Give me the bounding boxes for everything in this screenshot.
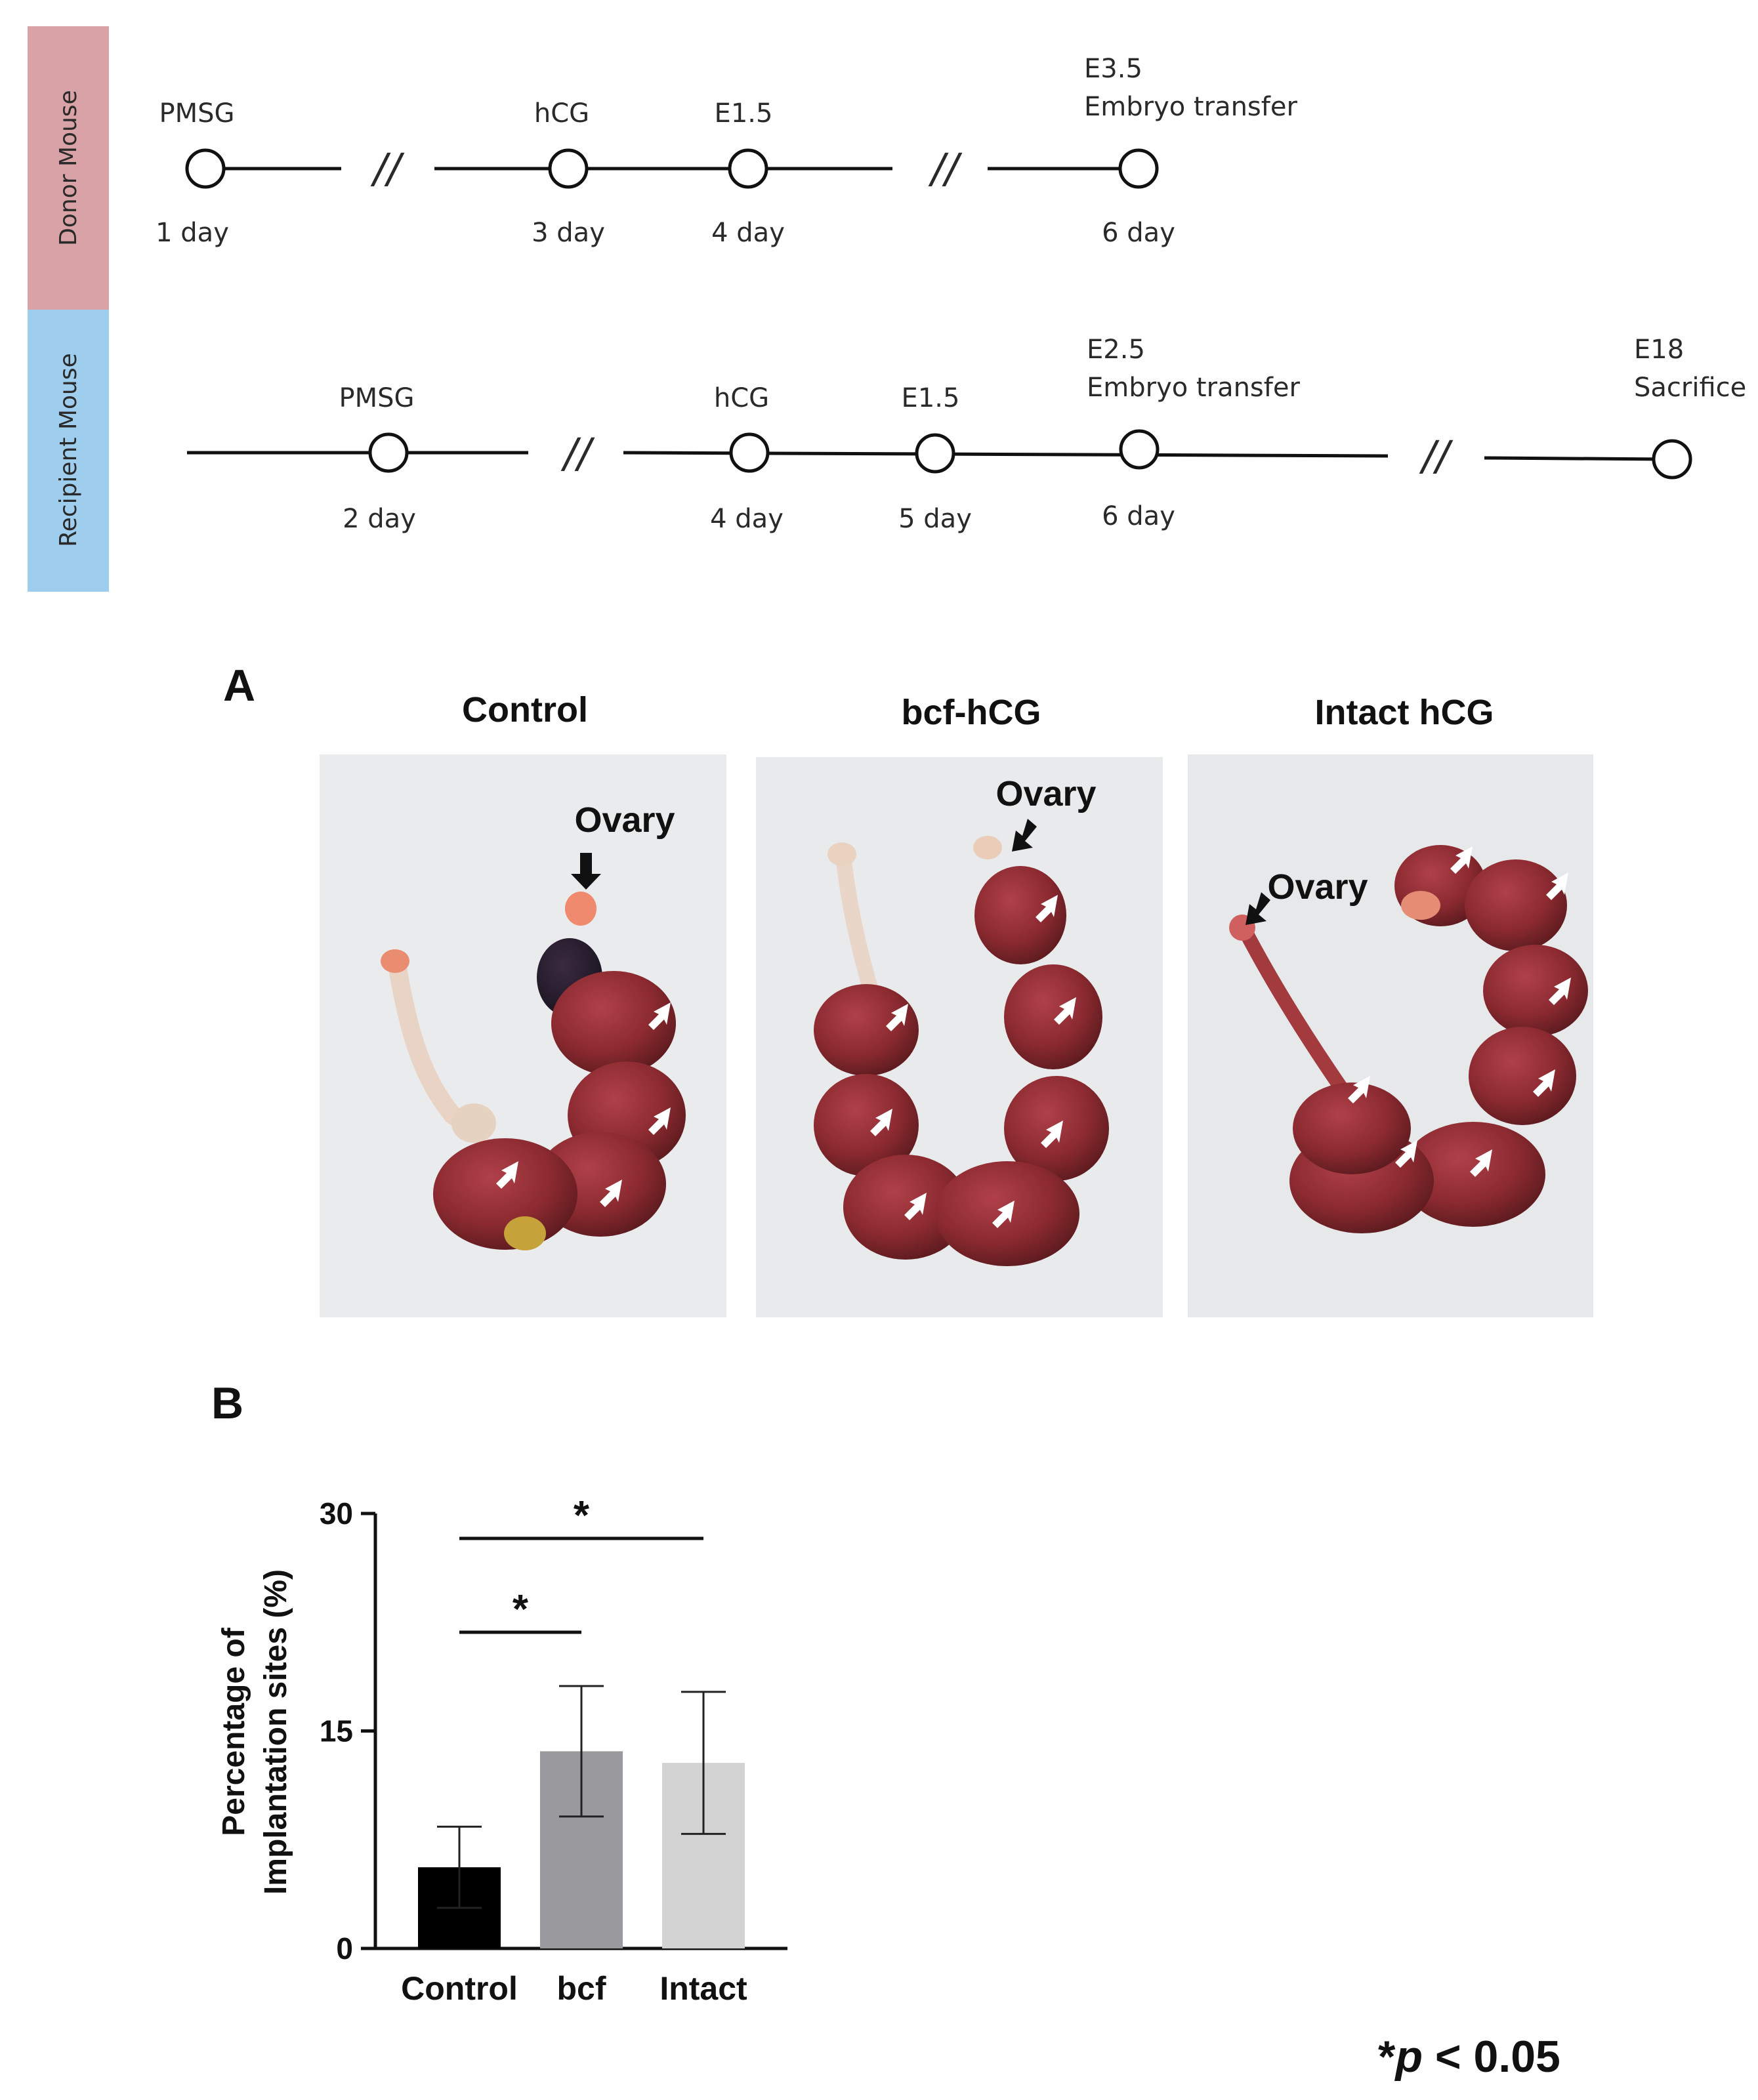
donor-top-pmsg: PMSG	[159, 98, 234, 129]
donor-node-hcg	[548, 148, 589, 189]
recipient-top-e25: E2.5	[1087, 335, 1145, 365]
photo-intact: Intact hCG Ovary	[1188, 693, 1593, 1317]
timeline: Donor Mouse Recipient Mouse // // PMSG 1…	[28, 26, 1746, 592]
recipient-side-label: Recipient Mouse	[55, 353, 82, 547]
donor-node-pmsg	[185, 148, 226, 189]
category-label: Control	[401, 1970, 518, 2007]
photo-control-title: Control	[462, 690, 588, 730]
donor-node-e35	[1118, 148, 1159, 189]
category-label: bcf	[557, 1970, 606, 2007]
photo-intact-title: Intact hCG	[1314, 693, 1494, 732]
panel-b-letter: B	[211, 1378, 243, 1428]
donor-node-e15	[728, 148, 768, 189]
donor-bottom-e35: 6 day	[1102, 218, 1175, 248]
recipient-break-1: //	[560, 429, 595, 477]
recipient-node-e15	[915, 433, 955, 474]
recipient-node-e25	[1119, 429, 1160, 470]
recipient-bottom-pmsg: 2 day	[343, 504, 416, 534]
significance-star: *	[513, 1587, 529, 1632]
p-note-p: p	[1394, 2032, 1423, 2082]
photo-intact-ovary: Ovary	[1267, 867, 1368, 907]
significance-star: *	[574, 1493, 590, 1538]
donor-side-label: Donor Mouse	[55, 90, 82, 246]
donor-break-2: //	[928, 144, 963, 192]
photo-control-ovary: Ovary	[574, 800, 675, 840]
error-bars	[437, 1685, 726, 1909]
donor-bottom-pmsg: 1 day	[156, 218, 229, 248]
donor-top-e15: E1.5	[715, 98, 773, 129]
photo-control: Control Ovary	[320, 690, 726, 1317]
p-note-rest: < 0.05	[1423, 2032, 1560, 2082]
y-tick-label: 0	[336, 1931, 353, 1966]
y-tick-label: 30	[320, 1496, 353, 1531]
category-label: Intact	[659, 1970, 747, 2007]
recipient-top-hcg: hCG	[714, 383, 769, 413]
donor-top-hcg: hCG	[534, 98, 589, 129]
donor-break-1: //	[370, 144, 405, 192]
category-labels: Control bcf Intact	[401, 1970, 747, 2007]
recipient-node-e18	[1652, 439, 1692, 480]
p-note-star: *	[1378, 2032, 1396, 2082]
photo-bcf-title: bcf-hCG	[902, 693, 1041, 732]
y-ticks: 0 15 30	[320, 1496, 375, 1966]
recipient-bottom-e25: 6 day	[1102, 501, 1175, 531]
donor-timeline	[185, 148, 1159, 189]
significance-brackets: **	[459, 1493, 703, 1634]
recipient-node-hcg	[729, 432, 770, 473]
y-axis-label-line2: Implantation sites (%)	[259, 1569, 293, 1895]
donor-side-box	[28, 26, 109, 310]
donor-bottom-e15: 4 day	[711, 218, 785, 248]
recipient-bottom-hcg: 4 day	[710, 504, 784, 534]
p-value-note: *p < 0.05	[1378, 2032, 1560, 2082]
donor-top-e35: E3.5	[1084, 54, 1142, 84]
y-tick-label: 15	[320, 1714, 353, 1748]
donor-top2-e35: Embryo transfer	[1084, 92, 1297, 122]
photo-bcf: bcf-hCG Ovary	[756, 693, 1163, 1317]
recipient-top-pmsg: PMSG	[339, 383, 414, 413]
panel-a-letter: A	[223, 661, 255, 710]
recipient-top2-e18: Sacrifice	[1634, 373, 1746, 403]
recipient-top2-e25: Embryo transfer	[1087, 373, 1300, 403]
recipient-top-e18: E18	[1634, 335, 1684, 365]
recipient-node-pmsg	[368, 432, 409, 473]
photo-bcf-ovary: Ovary	[995, 774, 1096, 813]
y-axis-label-line1: Percentage of	[217, 1627, 251, 1836]
recipient-timeline	[187, 429, 1692, 480]
recipient-side-box	[28, 310, 109, 592]
recipient-top-e15: E1.5	[902, 383, 960, 413]
recipient-bottom-e15: 5 day	[898, 504, 972, 534]
donor-bottom-hcg: 3 day	[532, 218, 605, 248]
recipient-break-2: //	[1419, 432, 1454, 480]
